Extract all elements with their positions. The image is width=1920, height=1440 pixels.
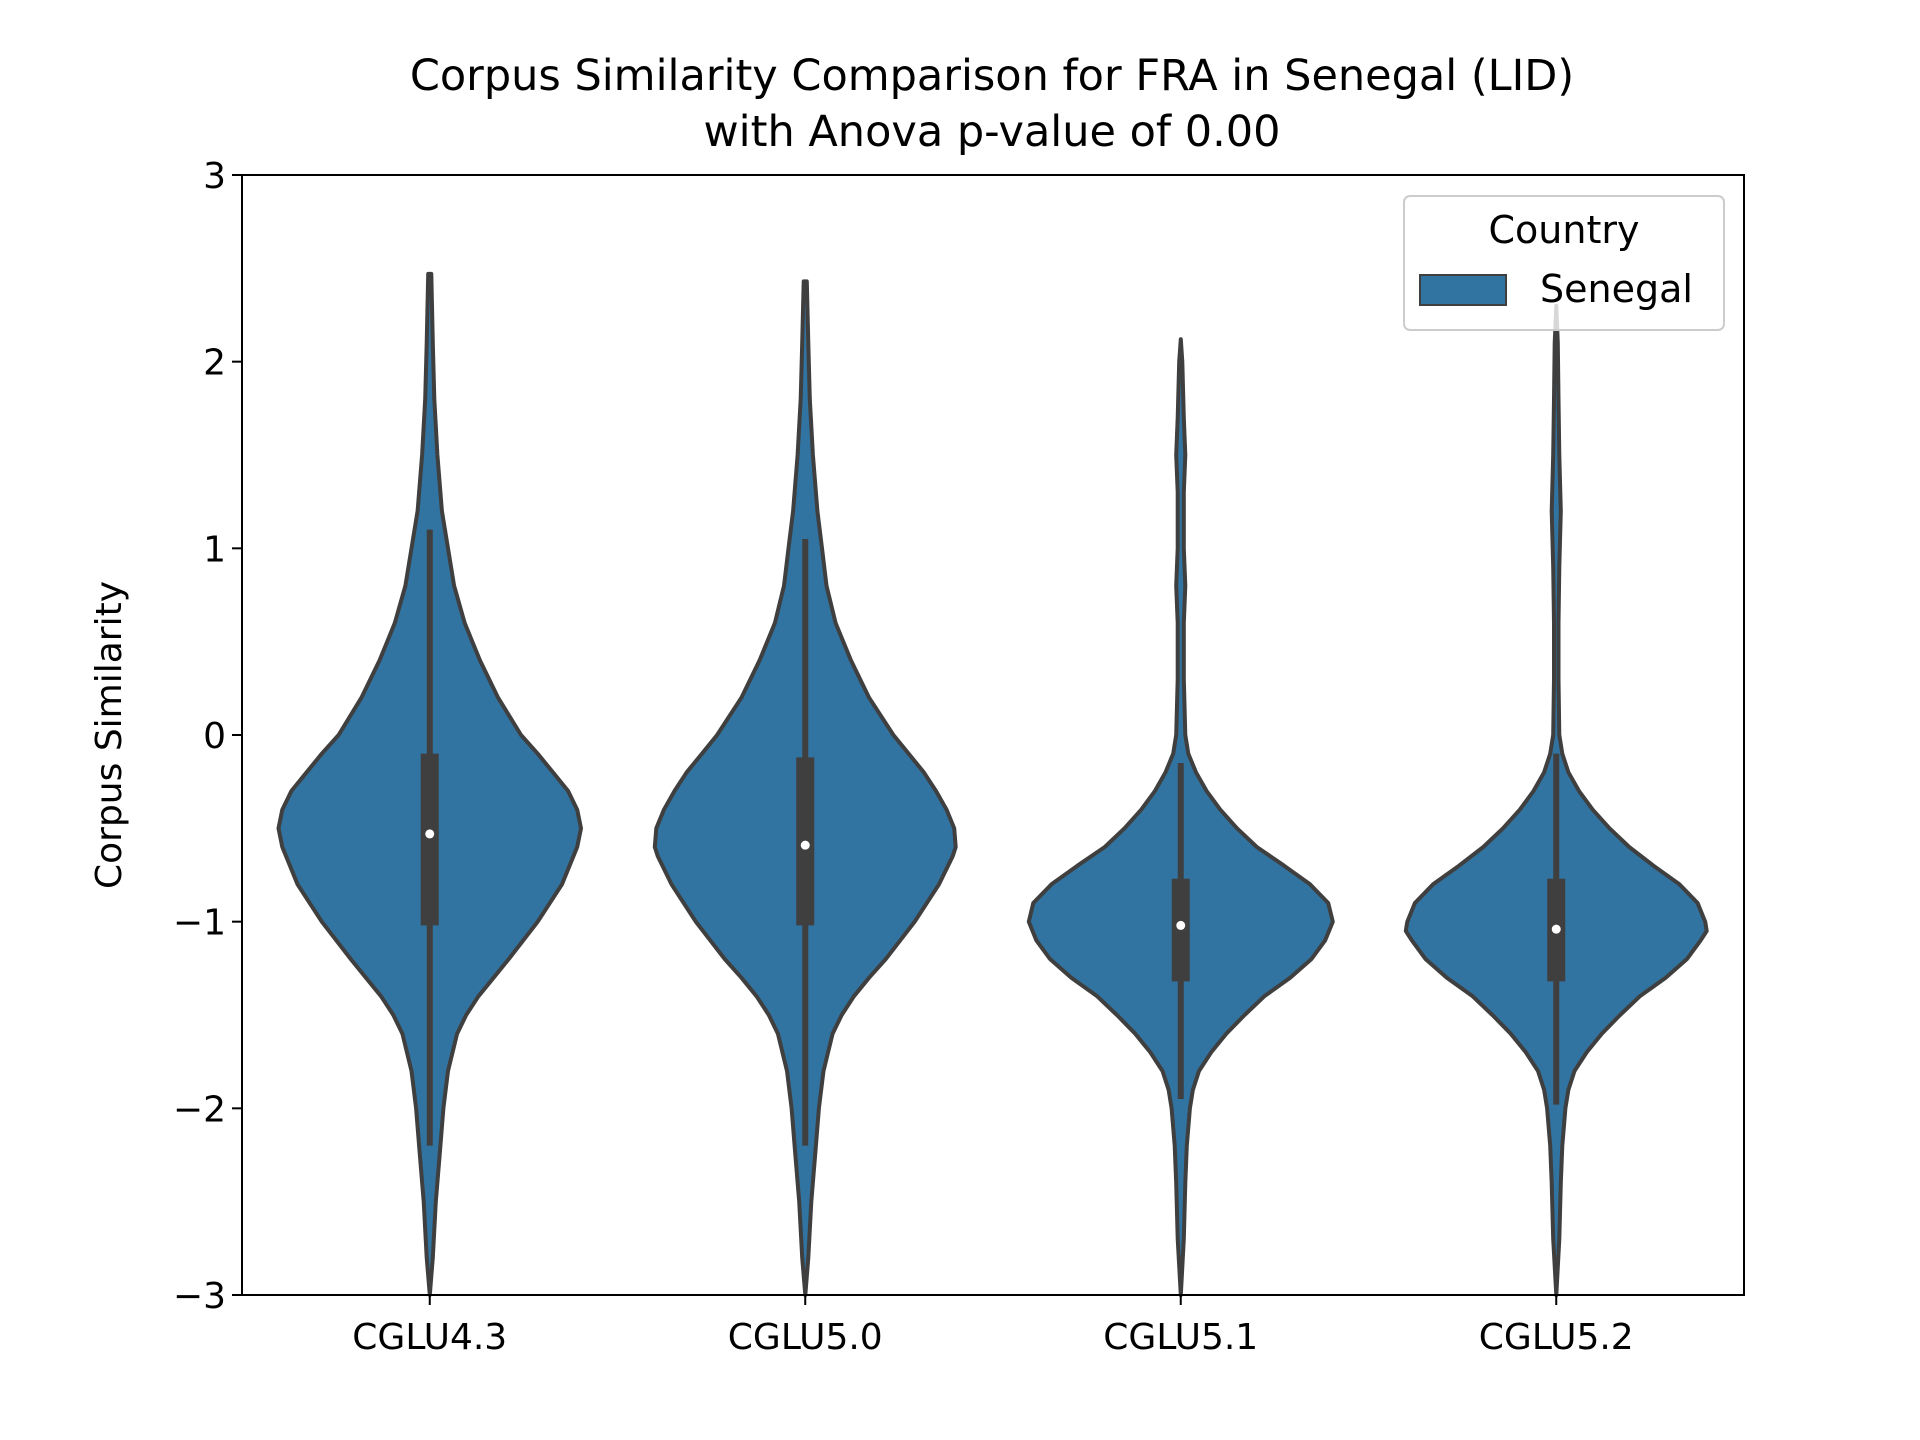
y-tick-label: 2	[203, 343, 226, 384]
y-tick-label: −2	[173, 1089, 226, 1130]
violin-layer	[276, 271, 1709, 1297]
y-tick-label: −1	[173, 903, 226, 944]
y-tick-label: 3	[203, 156, 226, 197]
x-tick-label: CGLU4.3	[352, 1317, 507, 1358]
iqr-box	[1171, 878, 1190, 982]
median-point	[425, 829, 435, 839]
x-tick-label: CGLU5.1	[1103, 1317, 1258, 1358]
legend: Country Senegal	[1403, 195, 1725, 331]
legend-title: Country	[1489, 208, 1640, 252]
x-tick-label: CGLU5.0	[728, 1317, 883, 1358]
y-tick-label: 1	[203, 529, 226, 570]
x-axis: CGLU4.3 CGLU5.0 CGLU5.1 CGLU5.2	[352, 1295, 1634, 1358]
legend-entry-senegal: Senegal	[1540, 267, 1693, 311]
chart-title-line-1: Corpus Similarity Comparison for FRA in …	[410, 51, 1574, 101]
chart-title-line-2: with Anova p-value of 0.00	[704, 107, 1281, 157]
iqr-box	[420, 753, 439, 926]
median-point	[800, 840, 810, 850]
median-point	[1176, 920, 1186, 930]
y-tick-label: 0	[203, 716, 226, 757]
y-axis: −3 −2 −1 0 1 2 3	[173, 156, 242, 1317]
legend-swatch-senegal	[1419, 274, 1507, 306]
median-point	[1551, 924, 1561, 934]
y-tick-label: −3	[173, 1276, 226, 1317]
y-axis-label: Corpus Similarity	[89, 581, 130, 889]
x-tick-label: CGLU5.2	[1479, 1317, 1634, 1358]
